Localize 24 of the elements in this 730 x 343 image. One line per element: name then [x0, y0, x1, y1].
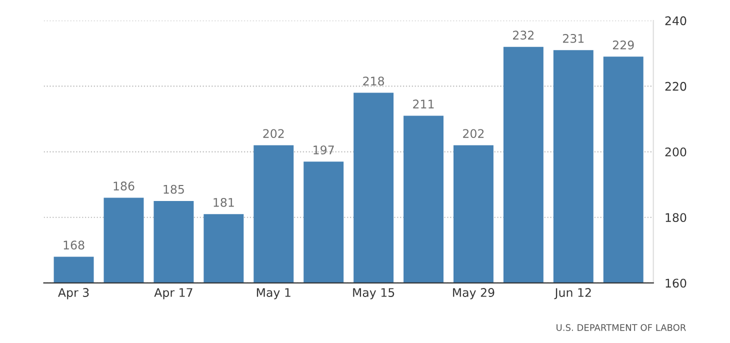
text: U.S. DEPARTMENT OF LABOR — [556, 324, 686, 331]
data-label: 202 — [463, 129, 484, 138]
y-tick-label: 160 — [666, 278, 686, 288]
x-tick-label: May 15 — [353, 288, 394, 300]
x-tick-label: Jun 12 — [554, 288, 591, 300]
data-label: 231 — [563, 34, 584, 43]
x-tick-label: Apr 3 — [58, 288, 89, 300]
y-tick-label: 180 — [666, 213, 686, 222]
data-label: 202 — [263, 129, 284, 138]
data-label: 185 — [164, 184, 184, 194]
data-label: 211 — [413, 100, 434, 108]
x-tick-label: Apr 17 — [154, 288, 192, 300]
data-label: 197 — [314, 145, 334, 154]
y-tick-label: 240 — [665, 16, 686, 26]
data-label: 186 — [114, 182, 134, 190]
y-tick-label: 200 — [665, 148, 686, 156]
y-tick-label: 220 — [665, 82, 686, 91]
x-tick-label: May 29 — [453, 288, 494, 300]
data-label: 218 — [363, 76, 384, 86]
data-label: 229 — [612, 40, 634, 50]
data-label: 181 — [214, 198, 234, 207]
data-label: 232 — [513, 30, 534, 40]
x-tick-label: May 1 — [256, 288, 290, 300]
data-label: 168 — [64, 240, 84, 250]
